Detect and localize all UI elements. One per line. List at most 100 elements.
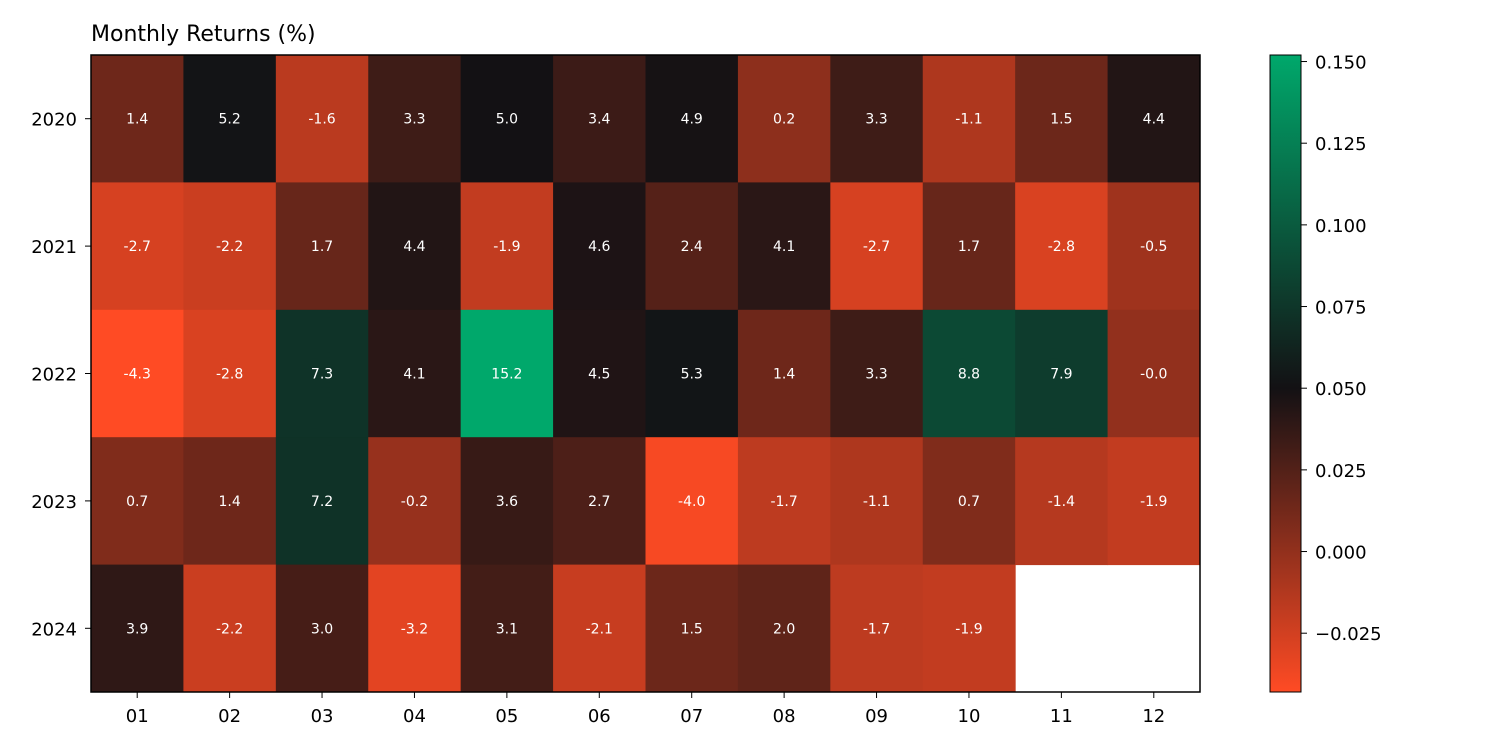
cell-value-label: 3.0: [311, 621, 333, 637]
cell-value-label: -2.7: [863, 239, 890, 255]
cell-value-label: 1.7: [958, 239, 980, 255]
cell-value-label: 0.2: [773, 112, 795, 128]
heatmap-cell: [553, 55, 646, 183]
cell-value-label: -0.2: [401, 494, 428, 510]
heatmap-cell: [275, 437, 369, 566]
heatmap-cell: [737, 55, 831, 183]
cell-value-label: -1.7: [770, 494, 797, 510]
cell-value-label: 7.3: [311, 367, 333, 383]
cell-value-label: 1.7: [311, 239, 333, 255]
heatmap-cell: [830, 55, 924, 183]
cell-value-label: -1.4: [1048, 494, 1075, 510]
heatmap-cell: [553, 564, 646, 693]
cell-value-label: 1.4: [126, 112, 148, 128]
cell-value-label: 2.7: [588, 494, 610, 510]
cell-value-label: -4.3: [124, 367, 151, 383]
heatmap-cell: [460, 55, 554, 183]
cell-value-label: -3.2: [401, 621, 428, 637]
heatmap-cell: [1015, 309, 1109, 438]
x-tick-label: 04: [403, 706, 426, 727]
heatmap-cell: [922, 564, 1016, 693]
x-tick-label: 06: [588, 706, 611, 727]
cell-value-label: 0.7: [958, 494, 980, 510]
heatmap-cell: [91, 309, 184, 438]
x-tick-label: 02: [218, 706, 241, 727]
colorbar-tick-label: −0.025: [1315, 624, 1382, 645]
heatmap-cell: [830, 437, 924, 566]
y-tick-label: 2022: [31, 365, 77, 386]
cell-value-label: 1.5: [1050, 112, 1072, 128]
heatmap-cell: [830, 182, 924, 311]
cell-value-label: 8.8: [958, 367, 980, 383]
cell-value-label: 4.9: [681, 112, 703, 128]
heatmap-cell: [1015, 55, 1109, 183]
heatmap-cell: [183, 55, 277, 183]
x-tick-label: 07: [680, 706, 703, 727]
heatmap-cell: [91, 182, 184, 311]
heatmap-cell: [275, 564, 369, 693]
heatmap-cell: [645, 55, 739, 183]
heatmap-cells: [91, 55, 1201, 693]
heatmap-cell: [553, 182, 646, 311]
cell-value-label: 7.9: [1050, 367, 1072, 383]
cell-value-label: 5.2: [218, 112, 240, 128]
colorbar-tick-label: 0.050: [1315, 379, 1367, 400]
cell-value-label: 5.0: [496, 112, 518, 128]
colorbar: [1269, 54, 1302, 693]
heatmap-cell: [1107, 309, 1201, 438]
heatmap-cell: [460, 309, 554, 438]
cell-value-label: -1.1: [863, 494, 890, 510]
cell-value-label: 3.6: [496, 494, 518, 510]
cell-value-label: 5.3: [681, 367, 703, 383]
colorbar-tick-label: 0.025: [1315, 461, 1367, 482]
heatmap-cell: [368, 309, 462, 438]
cell-value-label: -1.9: [1140, 494, 1167, 510]
heatmap-cell: [737, 309, 831, 438]
heatmap-cell: [645, 564, 739, 693]
cell-value-label: 4.4: [1143, 112, 1165, 128]
cell-value-label: 1.4: [773, 367, 795, 383]
colorbar-tick-label: 0.075: [1315, 298, 1367, 319]
heatmap-cell: [368, 437, 462, 566]
x-axis-ticks: 01 02 03 04 05 06 07 08 09 10 11 12: [126, 692, 1165, 727]
y-tick-label: 2021: [31, 237, 77, 258]
heatmap-cell: [460, 182, 554, 311]
heatmap-cell: [1107, 55, 1201, 183]
heatmap-cell: [91, 564, 184, 693]
cell-value-label: -1.9: [493, 239, 520, 255]
heatmap-cell: [737, 182, 831, 311]
colorbar-tick-label: 0.000: [1315, 543, 1367, 564]
heatmap-cell: [830, 564, 924, 693]
heatmap-cell: [1107, 182, 1201, 311]
heatmap-cell: [1107, 437, 1201, 566]
x-tick-label: 12: [1142, 706, 1165, 727]
heatmap-cell: [183, 437, 277, 566]
colorbar-tick-label: 0.150: [1315, 53, 1367, 74]
colorbar-tick-label: 0.125: [1315, 134, 1367, 155]
heatmap-cell-labels: 1.4 5.2 -1.6 3.3 5.0 3.4 4.9 0.2 3.3 -1.1 1.5 4.4 -2…: [124, 112, 1168, 638]
cell-value-label: -0.0: [1140, 367, 1167, 383]
cell-value-label: 4.4: [403, 239, 425, 255]
x-tick-label: 01: [126, 706, 149, 727]
cell-value-label: -2.2: [216, 621, 243, 637]
heatmap-cell: [645, 182, 739, 311]
colorbar-tick-label: 0.100: [1315, 216, 1367, 237]
x-tick-label: 10: [958, 706, 981, 727]
heatmap-cell: [275, 309, 369, 438]
cell-value-label: 1.5: [681, 621, 703, 637]
x-tick-label: 03: [311, 706, 334, 727]
cell-value-label: -2.8: [216, 367, 243, 383]
cell-value-label: -1.9: [955, 621, 982, 637]
heatmap-cell: [645, 437, 739, 566]
cell-value-label: 3.4: [588, 112, 610, 128]
heatmap-cell: [553, 437, 646, 566]
heatmap-cell: [368, 564, 462, 693]
cell-value-label: -1.6: [308, 112, 335, 128]
heatmap-cell: [922, 182, 1016, 311]
y-tick-label: 2020: [31, 110, 77, 131]
cell-value-label: -2.2: [216, 239, 243, 255]
cell-value-label: 1.4: [218, 494, 240, 510]
x-tick-label: 08: [773, 706, 796, 727]
x-tick-label: 11: [1050, 706, 1073, 727]
heatmap-cell: [737, 564, 831, 693]
